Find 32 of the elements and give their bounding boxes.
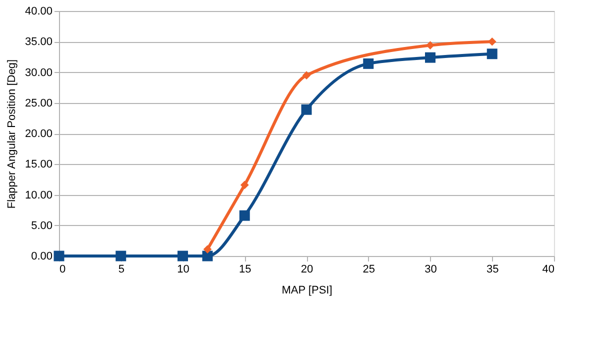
point [178, 250, 188, 262]
point [54, 250, 64, 262]
y-tick-label: 10.00 [24, 189, 52, 202]
point [425, 52, 436, 63]
point [240, 180, 249, 190]
x-tick-label: 20 [300, 264, 314, 276]
y-tick-label: 0.00 [31, 250, 52, 262]
point [302, 71, 311, 80]
y-tick-label: 35.00 [24, 36, 52, 48]
x-tick-label: 15 [239, 264, 252, 276]
x-axis-title: MAP [PSI] [282, 284, 332, 296]
x-tick-label: 10 [177, 264, 190, 276]
x-tick-label: 40 [542, 264, 554, 276]
y-tick-label: 30.00 [24, 66, 52, 79]
point [203, 245, 212, 254]
x-tick-label: 30 [424, 264, 437, 276]
y-tick-label: 5.00 [31, 220, 52, 232]
point [486, 48, 498, 60]
y-tick-label: 20.00 [24, 128, 52, 140]
y-axis-title: Flapper Angular Position [Deg] [6, 59, 18, 209]
x-tick-label: 5 [118, 264, 124, 276]
y-tick-label: 15.00 [24, 158, 52, 171]
x-tick-label: 0 [60, 264, 66, 276]
point [301, 104, 312, 115]
point [239, 210, 250, 221]
point [116, 250, 126, 262]
point [363, 58, 374, 69]
x-tick-label: 35 [486, 264, 499, 276]
point [426, 41, 434, 50]
y-tick-label: 40.00 [24, 6, 52, 18]
y-tick-label: 25.00 [24, 97, 52, 110]
x-tick-label: 25 [362, 264, 375, 276]
